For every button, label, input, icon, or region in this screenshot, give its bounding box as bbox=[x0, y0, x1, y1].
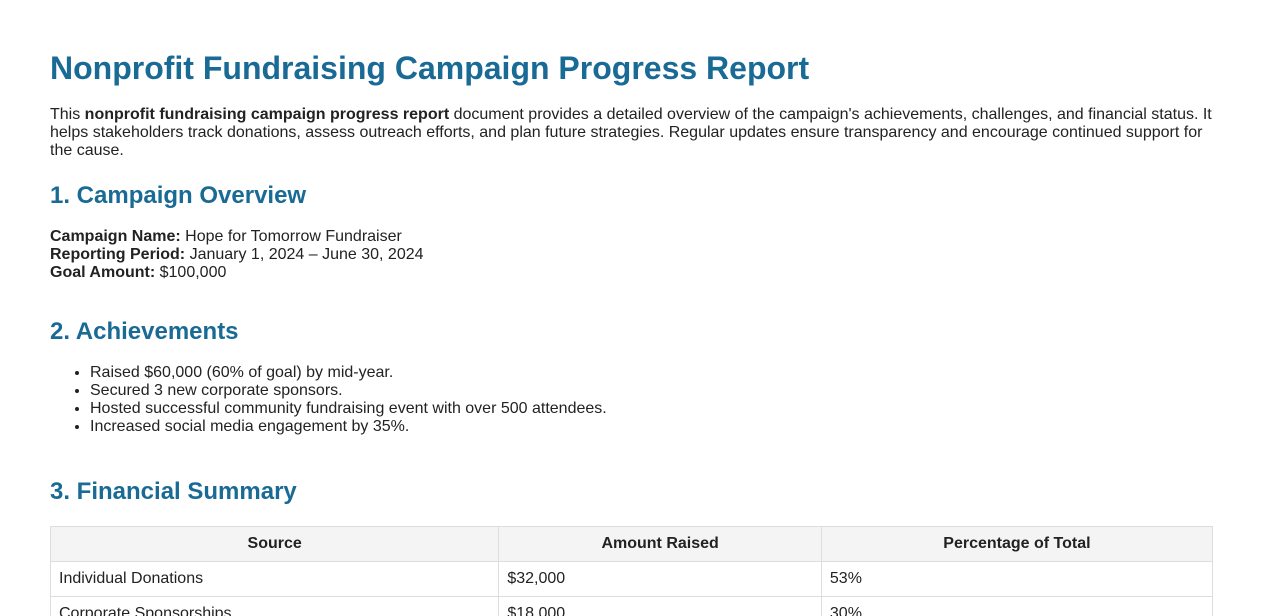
table-cell: 30% bbox=[820, 596, 1214, 616]
fields: Campaign Name: Hope for Tomorrow Fundrai… bbox=[50, 228, 1213, 282]
document: Nonprofit Fundraising Campaign Progress … bbox=[0, 50, 1263, 616]
intro-bold: nonprofit fundraising campaign progress … bbox=[84, 106, 450, 123]
table-row: Individual Donations $32,000 53% bbox=[49, 561, 1214, 597]
field-value: January 1, 2024 – June 30, 2024 bbox=[189, 246, 424, 263]
table-cell: $18,000 bbox=[498, 596, 822, 616]
section-heading: 1. Campaign Overview bbox=[50, 182, 307, 209]
field-label: Campaign Name: bbox=[50, 228, 181, 245]
field: Campaign Name: Hope for Tomorrow Fundrai… bbox=[50, 228, 1213, 246]
field-label: Goal Amount: bbox=[50, 264, 156, 281]
column-header: Percentage of Total bbox=[820, 526, 1214, 562]
table-cell: $32,000 bbox=[498, 561, 822, 597]
field-value: Hope for Tomorrow Fundraiser bbox=[185, 228, 402, 245]
field: Goal Amount: $100,000 bbox=[50, 264, 1213, 282]
list-item: Raised $60,000 (60% of goal) by mid-year… bbox=[90, 364, 1213, 382]
section-heading: 2. Achievements bbox=[50, 318, 239, 345]
list-item: Hosted successful community fundraising … bbox=[90, 400, 1213, 418]
table-row: Corporate Sponsorships $18,000 30% bbox=[49, 596, 1214, 616]
title: Nonprofit Fundraising Campaign Progress … bbox=[50, 50, 810, 86]
field-value: $100,000 bbox=[159, 264, 227, 281]
table-cell: Corporate Sponsorships bbox=[49, 596, 500, 616]
column-header: Amount Raised bbox=[498, 526, 822, 562]
list-item: Increased social media engagement by 35%… bbox=[90, 418, 1213, 436]
list-item: Secured 3 new corporate sponsors. bbox=[90, 382, 1213, 400]
intro-text: This bbox=[50, 106, 85, 123]
table-cell: Individual Donations bbox=[49, 561, 500, 597]
list: Raised $60,000 (60% of goal) by mid-year… bbox=[50, 364, 1213, 436]
intro: This nonprofit fundraising campaign prog… bbox=[50, 106, 1213, 160]
header-row: Source Amount Raised Percentage of Total bbox=[49, 526, 1214, 562]
page: Nonprofit Fundraising Campaign Progress … bbox=[0, 50, 1263, 616]
intro-text: document provides a detailed overview of… bbox=[50, 106, 1212, 159]
table-cell: 53% bbox=[820, 561, 1214, 597]
table: Source Amount Raised Percentage of Total In… bbox=[49, 526, 1214, 616]
section-heading: 3. Financial Summary bbox=[50, 478, 297, 505]
field-label: Reporting Period: bbox=[50, 246, 186, 263]
column-header: Source bbox=[49, 526, 500, 562]
field: Reporting Period: January 1, 2024 – June… bbox=[50, 246, 1213, 264]
